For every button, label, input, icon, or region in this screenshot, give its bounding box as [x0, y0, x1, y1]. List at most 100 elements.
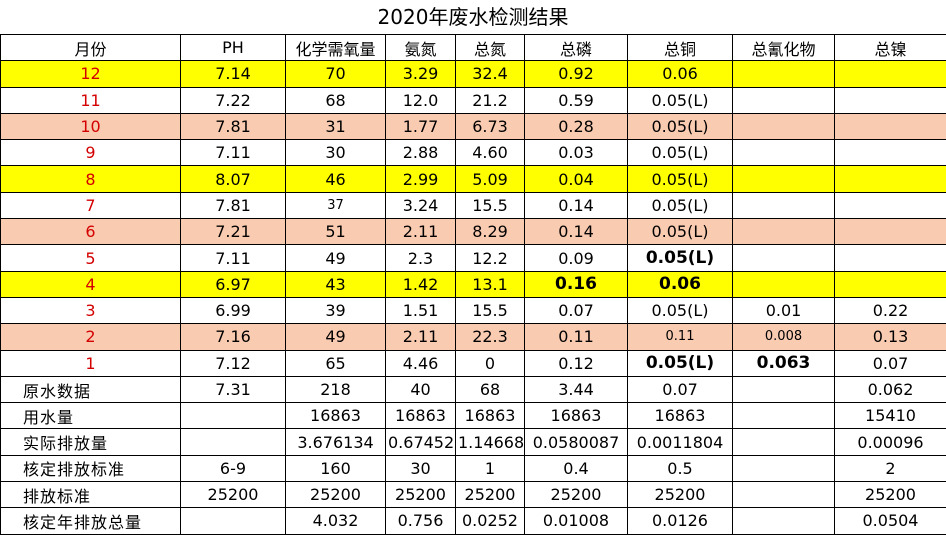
- data-cell[interactable]: 40: [385, 375, 456, 404]
- data-cell[interactable]: 7.81: [180, 191, 286, 220]
- data-cell[interactable]: 0.0252: [455, 507, 525, 535]
- data-cell[interactable]: 25200: [285, 481, 386, 509]
- data-cell[interactable]: 2: [834, 454, 946, 483]
- data-cell[interactable]: 0.062: [834, 375, 946, 404]
- data-cell[interactable]: 0.4: [524, 454, 628, 483]
- data-cell[interactable]: 70: [285, 60, 386, 88]
- data-cell[interactable]: 0.0011804: [627, 428, 733, 456]
- data-cell[interactable]: [732, 270, 835, 298]
- data-cell[interactable]: 218: [285, 375, 386, 404]
- data-cell[interactable]: 15410: [834, 402, 946, 430]
- data-cell[interactable]: 0.00096: [834, 428, 946, 456]
- header-cell[interactable]: 总镍: [834, 33, 946, 62]
- data-cell[interactable]: 7.12: [180, 349, 286, 377]
- data-cell[interactable]: 0.008: [732, 323, 835, 351]
- data-cell[interactable]: 0.28: [524, 112, 628, 141]
- data-cell[interactable]: [732, 60, 835, 88]
- data-cell[interactable]: 0.13: [834, 323, 946, 351]
- data-cell[interactable]: 7.21: [180, 218, 286, 246]
- data-cell[interactable]: 0.07: [524, 296, 628, 325]
- data-cell[interactable]: 0.756: [385, 507, 456, 535]
- data-cell[interactable]: 25200: [834, 481, 946, 509]
- data-cell[interactable]: [732, 375, 835, 404]
- month-cell[interactable]: 4: [0, 270, 181, 298]
- data-cell[interactable]: 0.92: [524, 60, 628, 88]
- data-cell[interactable]: [732, 139, 835, 167]
- data-cell[interactable]: 39: [285, 296, 386, 325]
- data-cell[interactable]: [834, 60, 946, 88]
- data-cell[interactable]: 0.06: [627, 270, 733, 298]
- data-cell[interactable]: 4.46: [385, 349, 456, 377]
- data-cell[interactable]: 1.42: [385, 270, 456, 298]
- data-cell[interactable]: 16863: [524, 402, 628, 430]
- data-cell[interactable]: 0.03: [524, 139, 628, 167]
- data-cell[interactable]: 0.05(L): [627, 349, 733, 377]
- data-cell[interactable]: 49: [285, 323, 386, 351]
- data-cell[interactable]: 12.2: [455, 244, 525, 272]
- data-cell[interactable]: 2.11: [385, 323, 456, 351]
- data-cell[interactable]: 0.0504: [834, 507, 946, 535]
- data-cell[interactable]: [732, 165, 835, 193]
- data-cell[interactable]: 0.07: [627, 375, 733, 404]
- data-cell[interactable]: [732, 244, 835, 272]
- data-cell[interactable]: 1.51: [385, 296, 456, 325]
- data-cell[interactable]: 7.31: [180, 375, 286, 404]
- data-cell[interactable]: 0.16: [524, 270, 628, 298]
- data-cell[interactable]: 0.67452: [385, 428, 456, 456]
- data-cell[interactable]: 0.59: [524, 86, 628, 114]
- data-cell[interactable]: 7.22: [180, 86, 286, 114]
- data-cell[interactable]: 13.1: [455, 270, 525, 298]
- month-cell[interactable]: 9: [0, 139, 181, 167]
- data-cell[interactable]: 1.14668: [455, 428, 525, 456]
- data-cell[interactable]: 8.07: [180, 165, 286, 193]
- data-cell[interactable]: 2.99: [385, 165, 456, 193]
- data-cell[interactable]: 30: [285, 139, 386, 167]
- data-cell[interactable]: 16863: [455, 402, 525, 430]
- header-cell[interactable]: 化学需氧量: [285, 33, 386, 62]
- data-cell[interactable]: 2.11: [385, 218, 456, 246]
- data-cell[interactable]: [834, 139, 946, 167]
- data-cell[interactable]: 0.05(L): [627, 191, 733, 220]
- header-cell[interactable]: 月份: [0, 33, 181, 62]
- header-cell[interactable]: 总氮: [455, 33, 525, 62]
- data-cell[interactable]: 31: [285, 112, 386, 141]
- data-cell[interactable]: [732, 218, 835, 246]
- data-cell[interactable]: 7.16: [180, 323, 286, 351]
- data-cell[interactable]: 0: [455, 349, 525, 377]
- data-cell[interactable]: 25200: [524, 481, 628, 509]
- data-cell[interactable]: [732, 402, 835, 430]
- month-cell[interactable]: 1: [0, 349, 181, 377]
- header-cell[interactable]: 总铜: [627, 33, 733, 62]
- data-cell[interactable]: [180, 507, 286, 535]
- data-cell[interactable]: 0.11: [627, 323, 733, 351]
- data-cell[interactable]: 7.11: [180, 139, 286, 167]
- data-cell[interactable]: [732, 112, 835, 141]
- data-cell[interactable]: [732, 428, 835, 456]
- month-cell[interactable]: 3: [0, 296, 181, 325]
- data-cell[interactable]: [732, 454, 835, 483]
- data-cell[interactable]: 2.88: [385, 139, 456, 167]
- data-cell[interactable]: [834, 86, 946, 114]
- month-cell[interactable]: 2: [0, 323, 181, 351]
- data-cell[interactable]: 0.06: [627, 60, 733, 88]
- data-cell[interactable]: 7.14: [180, 60, 286, 88]
- header-cell[interactable]: 总磷: [524, 33, 628, 62]
- data-cell[interactable]: 51: [285, 218, 386, 246]
- data-cell[interactable]: 0.01: [732, 296, 835, 325]
- data-cell[interactable]: [732, 481, 835, 509]
- data-cell[interactable]: 0.05(L): [627, 244, 733, 272]
- data-cell[interactable]: [834, 191, 946, 220]
- data-cell[interactable]: 15.5: [455, 296, 525, 325]
- data-cell[interactable]: 7.11: [180, 244, 286, 272]
- data-cell[interactable]: 12.0: [385, 86, 456, 114]
- data-cell[interactable]: 0.063: [732, 349, 835, 377]
- header-cell[interactable]: PH: [180, 33, 286, 62]
- data-cell[interactable]: 0.05(L): [627, 165, 733, 193]
- data-cell[interactable]: 4.032: [285, 507, 386, 535]
- summary-label-cell[interactable]: 原水数据: [0, 375, 181, 404]
- month-cell[interactable]: 12: [0, 60, 181, 88]
- data-cell[interactable]: 0.05(L): [627, 139, 733, 167]
- data-cell[interactable]: 0.22: [834, 296, 946, 325]
- data-cell[interactable]: 8.29: [455, 218, 525, 246]
- data-cell[interactable]: 0.07: [834, 349, 946, 377]
